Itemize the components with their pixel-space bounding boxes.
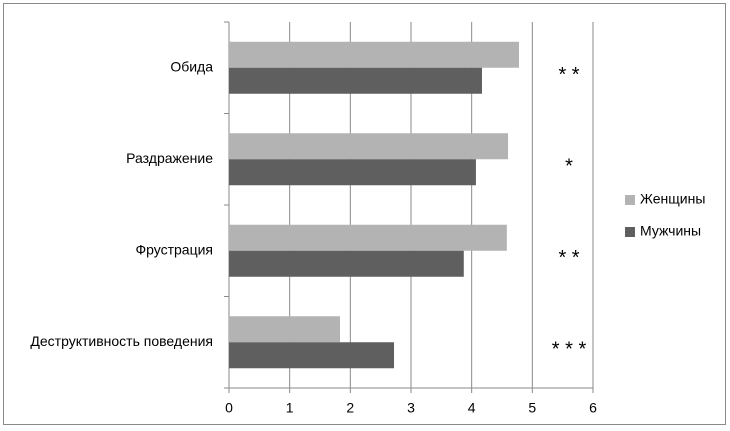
annotation: * * *: [552, 339, 587, 361]
x-tick-label: 4: [468, 400, 476, 416]
bar: [229, 316, 341, 343]
bar: [229, 133, 509, 160]
bar: [229, 250, 464, 277]
y-tick-label: Деструктивность поведения: [30, 333, 213, 349]
x-tick-label: 1: [286, 400, 294, 416]
x-tick-label: 5: [528, 400, 536, 416]
y-tick-label: Фрустрация: [135, 241, 213, 257]
bar: [229, 224, 507, 251]
legend-swatch: [625, 227, 635, 237]
annotation: * *: [558, 64, 579, 86]
x-tick-label: 6: [589, 400, 597, 416]
annotation: * *: [558, 247, 579, 269]
x-tick-label: 2: [346, 400, 354, 416]
legend-label: Женщины: [640, 191, 705, 207]
legend-label: Мужчины: [640, 223, 701, 239]
y-tick-label: Раздражение: [126, 150, 213, 166]
bar: [229, 159, 476, 186]
bar: [229, 41, 519, 68]
bar: [229, 342, 395, 369]
x-tick-label: 0: [225, 400, 233, 416]
annotation: *: [565, 156, 573, 178]
legend-swatch: [625, 195, 635, 205]
x-tick-label: 3: [407, 400, 415, 416]
y-tick-label: Обида: [170, 58, 213, 74]
bar: [229, 67, 482, 94]
